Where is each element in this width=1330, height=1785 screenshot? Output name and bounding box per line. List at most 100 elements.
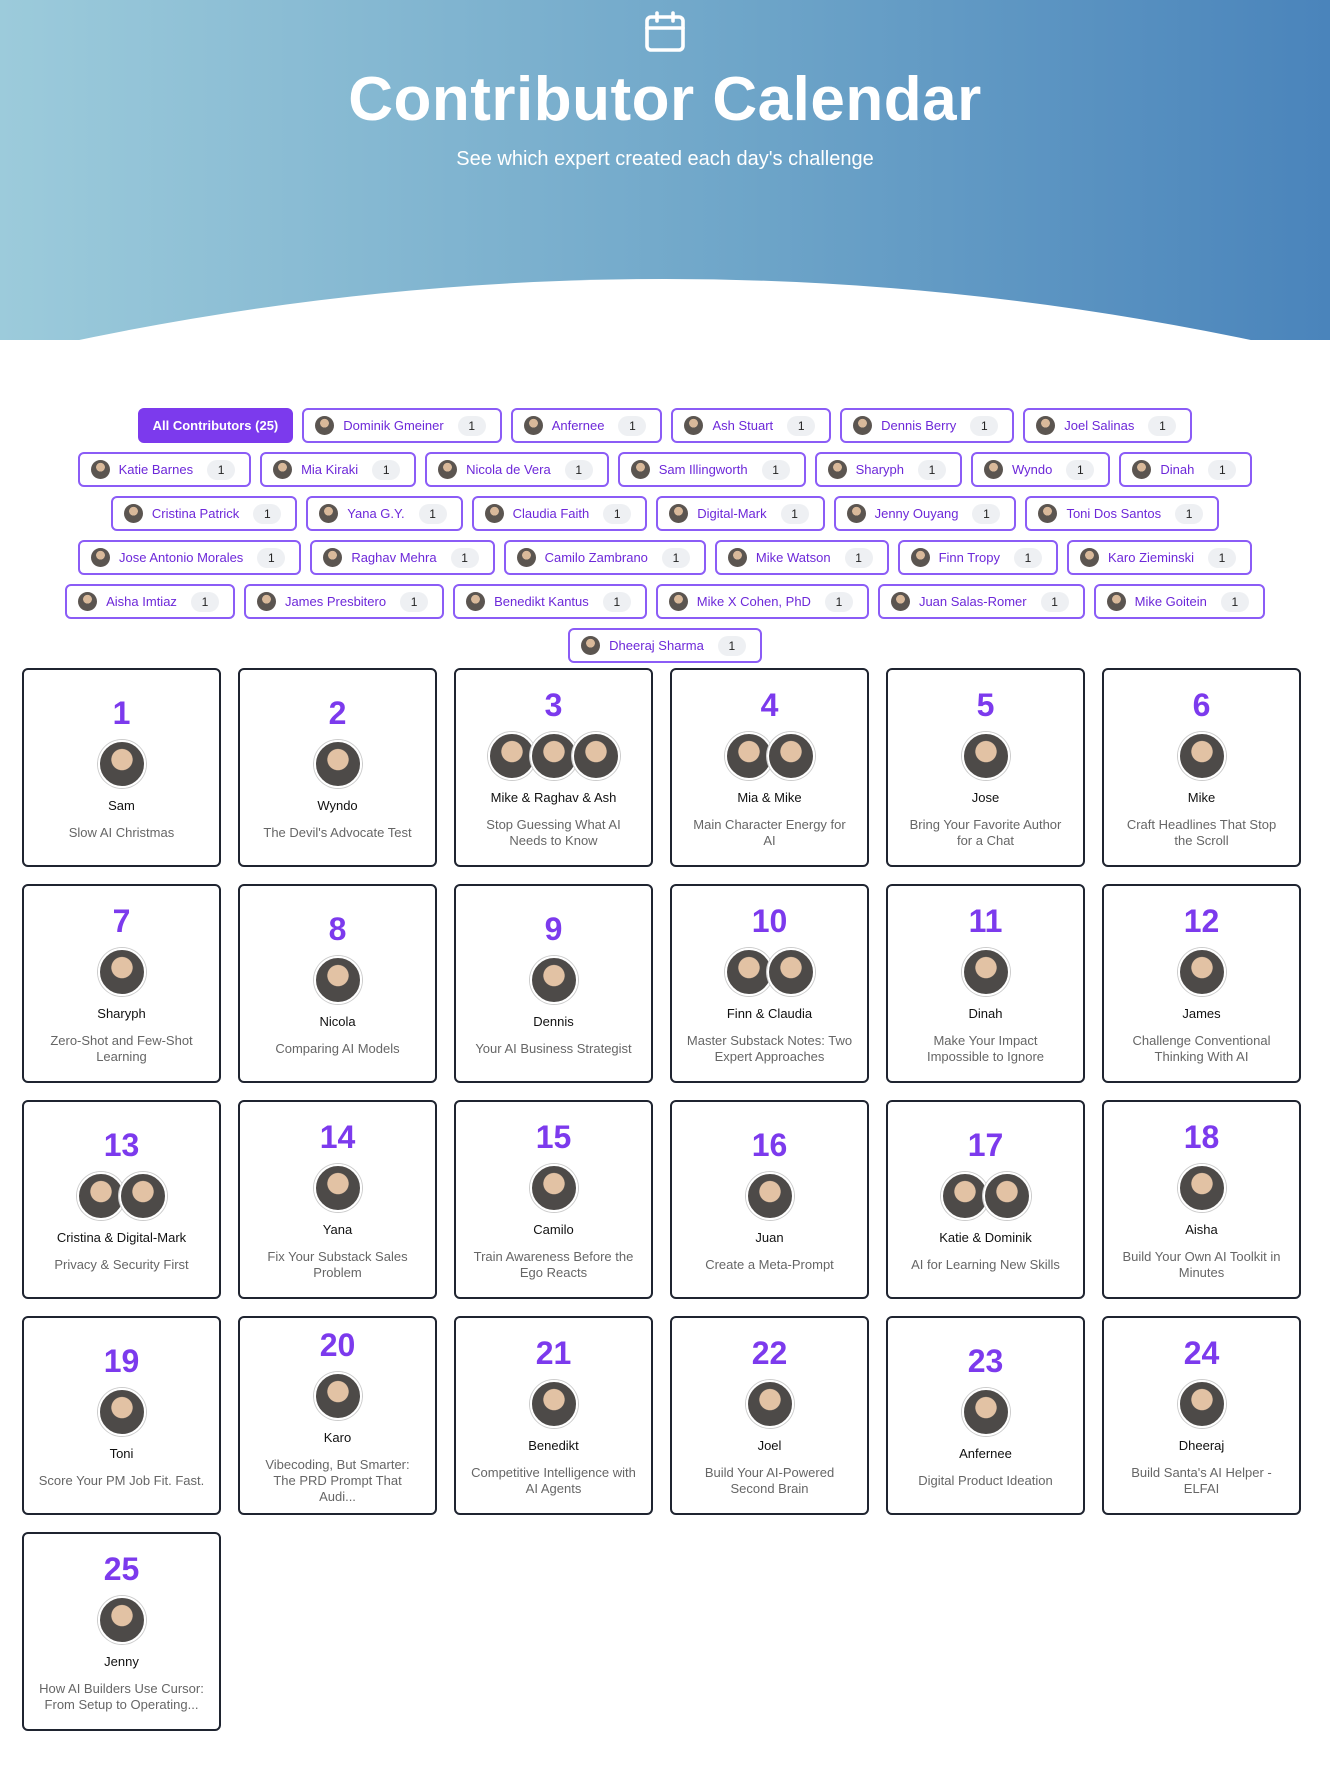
day-card[interactable]: 21 Benedikt Competitive Intelligence with …	[454, 1316, 653, 1515]
filter-all[interactable]: All Contributors (25)	[137, 408, 294, 443]
filter-chip[interactable]: Yana G.Y. 1	[306, 496, 463, 531]
contributor-names: Joel	[757, 1437, 782, 1453]
contributor-name: Dominik Gmeiner	[343, 418, 444, 433]
day-card[interactable]: 12 James Challenge Conventional Thinking W…	[1102, 884, 1301, 1083]
filter-chip[interactable]: Joel Salinas 1	[1023, 408, 1193, 443]
filter-chip[interactable]: Juan Salas-Romer 1	[877, 584, 1085, 619]
contributor-names: Camilo	[533, 1221, 574, 1237]
challenge-title: Create a Meta-Prompt	[705, 1256, 834, 1272]
day-card[interactable]: 13 Cristina & Digital-Mark Privacy & Secur…	[22, 1100, 221, 1299]
avatar	[745, 1379, 794, 1428]
filter-chip[interactable]: Mike Goitein 1	[1093, 584, 1265, 619]
filter-chip[interactable]: Karo Zieminski 1	[1067, 540, 1252, 575]
challenge-title: Challenge Conventional Thinking With AI	[1132, 1032, 1271, 1064]
avatar	[97, 947, 146, 996]
contributor-name: Joel Salinas	[1064, 418, 1135, 433]
filter-chip[interactable]: Nicola de Vera 1	[425, 452, 609, 487]
filter-chip[interactable]: Dennis Berry 1	[840, 408, 1015, 443]
challenge-title: Train Awareness Before the Ego Reacts	[473, 1248, 634, 1280]
filter-chip[interactable]: Wyndo 1	[971, 452, 1111, 487]
filter-chip[interactable]: Mia Kiraki 1	[260, 452, 417, 487]
day-card[interactable]: 8 Nicola Comparing AI Models	[238, 884, 437, 1083]
avatars	[97, 739, 146, 788]
filter-chip[interactable]: Dominik Gmeiner 1	[302, 408, 502, 443]
filter-chip[interactable]: Raghav Mehra 1	[310, 540, 495, 575]
filter-chip[interactable]: Sam Illingworth 1	[617, 452, 806, 487]
filter-chip[interactable]: Aisha Imtiaz 1	[65, 584, 235, 619]
avatar	[724, 947, 773, 996]
day-card[interactable]: 19 Toni Score Your PM Job Fit. Fast.	[22, 1316, 221, 1515]
filter-chip[interactable]: Katie Barnes 1	[77, 452, 252, 487]
filter-chip[interactable]: Sharyph 1	[814, 452, 963, 487]
day-card[interactable]: 15 Camilo Train Awareness Before the Ego R…	[454, 1100, 653, 1299]
count-badge: 1	[372, 459, 401, 480]
avatars	[313, 955, 362, 1004]
contributor-name: Claudia Faith	[512, 506, 590, 521]
filter-chip[interactable]: Toni Dos Santos 1	[1025, 496, 1220, 531]
filter-chip[interactable]: Digital-Mark 1	[656, 496, 825, 531]
day-card[interactable]: 20 Karo Vibecoding, But Smarter: The PRD P…	[238, 1316, 437, 1515]
contributor-name: Ash Stuart	[712, 418, 774, 433]
avatar	[724, 731, 773, 780]
avatar	[1177, 731, 1226, 780]
contributor-name: Katie Barnes	[118, 462, 194, 477]
filter-chip[interactable]: Mike X Cohen, PhD 1	[655, 584, 869, 619]
day-card[interactable]: 10 Finn & Claudia Master Substack Notes: T…	[670, 884, 869, 1083]
avatar	[487, 731, 536, 780]
count-badge: 1	[253, 503, 282, 524]
day-card[interactable]: 24 Dheeraj Build Santa's AI Helper - ELFAI	[1102, 1316, 1301, 1515]
filter-chip[interactable]: Dheeraj Sharma 1	[568, 628, 762, 663]
day-card[interactable]: 3 Mike & Raghav & Ash Stop Guessing What A…	[454, 668, 653, 867]
avatar	[669, 504, 689, 523]
filter-chip[interactable]: Mike Watson 1	[714, 540, 889, 575]
day-card[interactable]: 17 Katie & Dominik AI for Learning New Ski…	[886, 1100, 1085, 1299]
day-card[interactable]: 25 Jenny How AI Builders Use Cursor: From …	[22, 1532, 221, 1731]
avatar	[97, 1595, 146, 1644]
day-card[interactable]: 18 Aisha Build Your Own AI Toolkit in Minu…	[1102, 1100, 1301, 1299]
filter-chip[interactable]: Jose Antonio Morales 1	[78, 540, 302, 575]
avatar	[529, 731, 578, 780]
filter-chip[interactable]: Camilo Zambrano 1	[503, 540, 706, 575]
day-number: 18	[1183, 1118, 1220, 1155]
day-number: 6	[1192, 686, 1211, 723]
filter-chip[interactable]: Cristina Patrick 1	[110, 496, 298, 531]
day-card[interactable]: 4 Mia & Mike Main Character Energy for AI	[670, 668, 869, 867]
day-card[interactable]: 7 Sharyph Zero-Shot and Few-Shot Learning	[22, 884, 221, 1083]
avatar	[529, 1379, 578, 1428]
count-badge: 1	[761, 459, 790, 480]
filter-chip[interactable]: Ash Stuart 1	[671, 408, 832, 443]
count-badge: 1	[1220, 591, 1249, 612]
contributor-name: Camilo Zambrano	[544, 550, 648, 565]
day-number: 10	[751, 902, 788, 939]
filter-chip[interactable]: Dinah 1	[1119, 452, 1253, 487]
day-card[interactable]: 2 Wyndo The Devil's Advocate Test	[238, 668, 437, 867]
contributor-names: Dennis	[533, 1013, 574, 1029]
day-number: 3	[544, 686, 563, 723]
filter-chip[interactable]: Benedikt Kantus 1	[453, 584, 647, 619]
count-badge: 1	[602, 591, 631, 612]
contributor-names: Nicola	[319, 1013, 356, 1029]
filter-chip[interactable]: James Presbitero 1	[243, 584, 445, 619]
day-card[interactable]: 1 Sam Slow AI Christmas	[22, 668, 221, 867]
day-card[interactable]: 9 Dennis Your AI Business Strategist	[454, 884, 653, 1083]
filter-chip[interactable]: Finn Tropy 1	[897, 540, 1058, 575]
day-card[interactable]: 16 Juan Create a Meta-Prompt	[670, 1100, 869, 1299]
contributor-name: Jenny Ouyang	[874, 506, 959, 521]
day-number: 7	[112, 902, 131, 939]
day-card[interactable]: 23 Anfernee Digital Product Ideation	[886, 1316, 1085, 1515]
day-card[interactable]: 6 Mike Craft Headlines That Stop the Scrol…	[1102, 668, 1301, 867]
avatar	[76, 1171, 125, 1220]
filter-chip[interactable]: Jenny Ouyang 1	[833, 496, 1017, 531]
day-card[interactable]: 14 Yana Fix Your Substack Sales Problem	[238, 1100, 437, 1299]
day-card[interactable]: 5 Jose Bring Your Favorite Author for a Ch…	[886, 668, 1085, 867]
count-badge: 1	[1175, 503, 1204, 524]
count-badge: 1	[564, 459, 593, 480]
day-card[interactable]: 11 Dinah Make Your Impact Impossible to Ig…	[886, 884, 1085, 1083]
filter-chip[interactable]: Claudia Faith 1	[471, 496, 648, 531]
day-card[interactable]: 22 Joel Build Your AI-Powered Second Brain	[670, 1316, 869, 1515]
avatars	[97, 947, 146, 996]
day-number: 22	[751, 1334, 788, 1371]
filter-chip[interactable]: Anfernee 1	[510, 408, 663, 443]
count-badge: 1	[400, 591, 429, 612]
calendar-grid: 1 Sam Slow AI Christmas 2 Wyndo The Devil's A…	[22, 668, 1301, 1731]
